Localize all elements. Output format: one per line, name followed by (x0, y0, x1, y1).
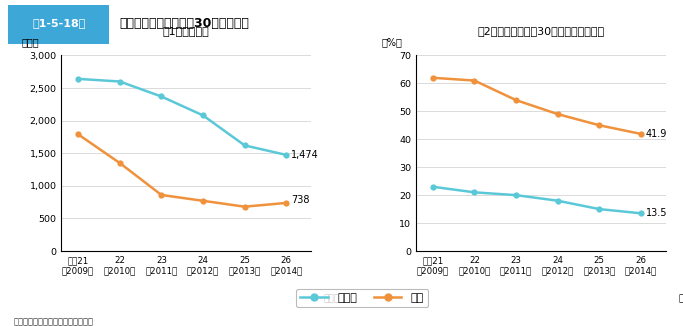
Text: 738: 738 (291, 195, 310, 205)
Text: （%）: （%） (381, 37, 402, 48)
FancyBboxPatch shape (8, 5, 109, 44)
Text: 1,474: 1,474 (291, 150, 319, 160)
Text: （出典）警察庁「薬物・銃器情勢」: （出典）警察庁「薬物・銃器情勢」 (14, 318, 94, 326)
Text: 41.9: 41.9 (646, 129, 667, 139)
Text: （人）: （人） (21, 37, 39, 48)
Text: （1）検挙人員: （1）検挙人員 (163, 26, 210, 36)
Legend: 覚醒剤, 大麻: 覚醒剤, 大麻 (296, 289, 428, 307)
Text: 第1-5-18図: 第1-5-18図 (32, 19, 85, 28)
Text: （2）全体に占める30歳未満の者の割合: （2）全体に占める30歳未満の者の割合 (477, 26, 604, 36)
Text: （年）: （年） (324, 294, 340, 303)
Text: （年）: （年） (678, 294, 683, 303)
Text: 薬物乱用で検挙された30歳未満の者: 薬物乱用で検挙された30歳未満の者 (120, 17, 249, 30)
Text: 13.5: 13.5 (646, 208, 667, 218)
